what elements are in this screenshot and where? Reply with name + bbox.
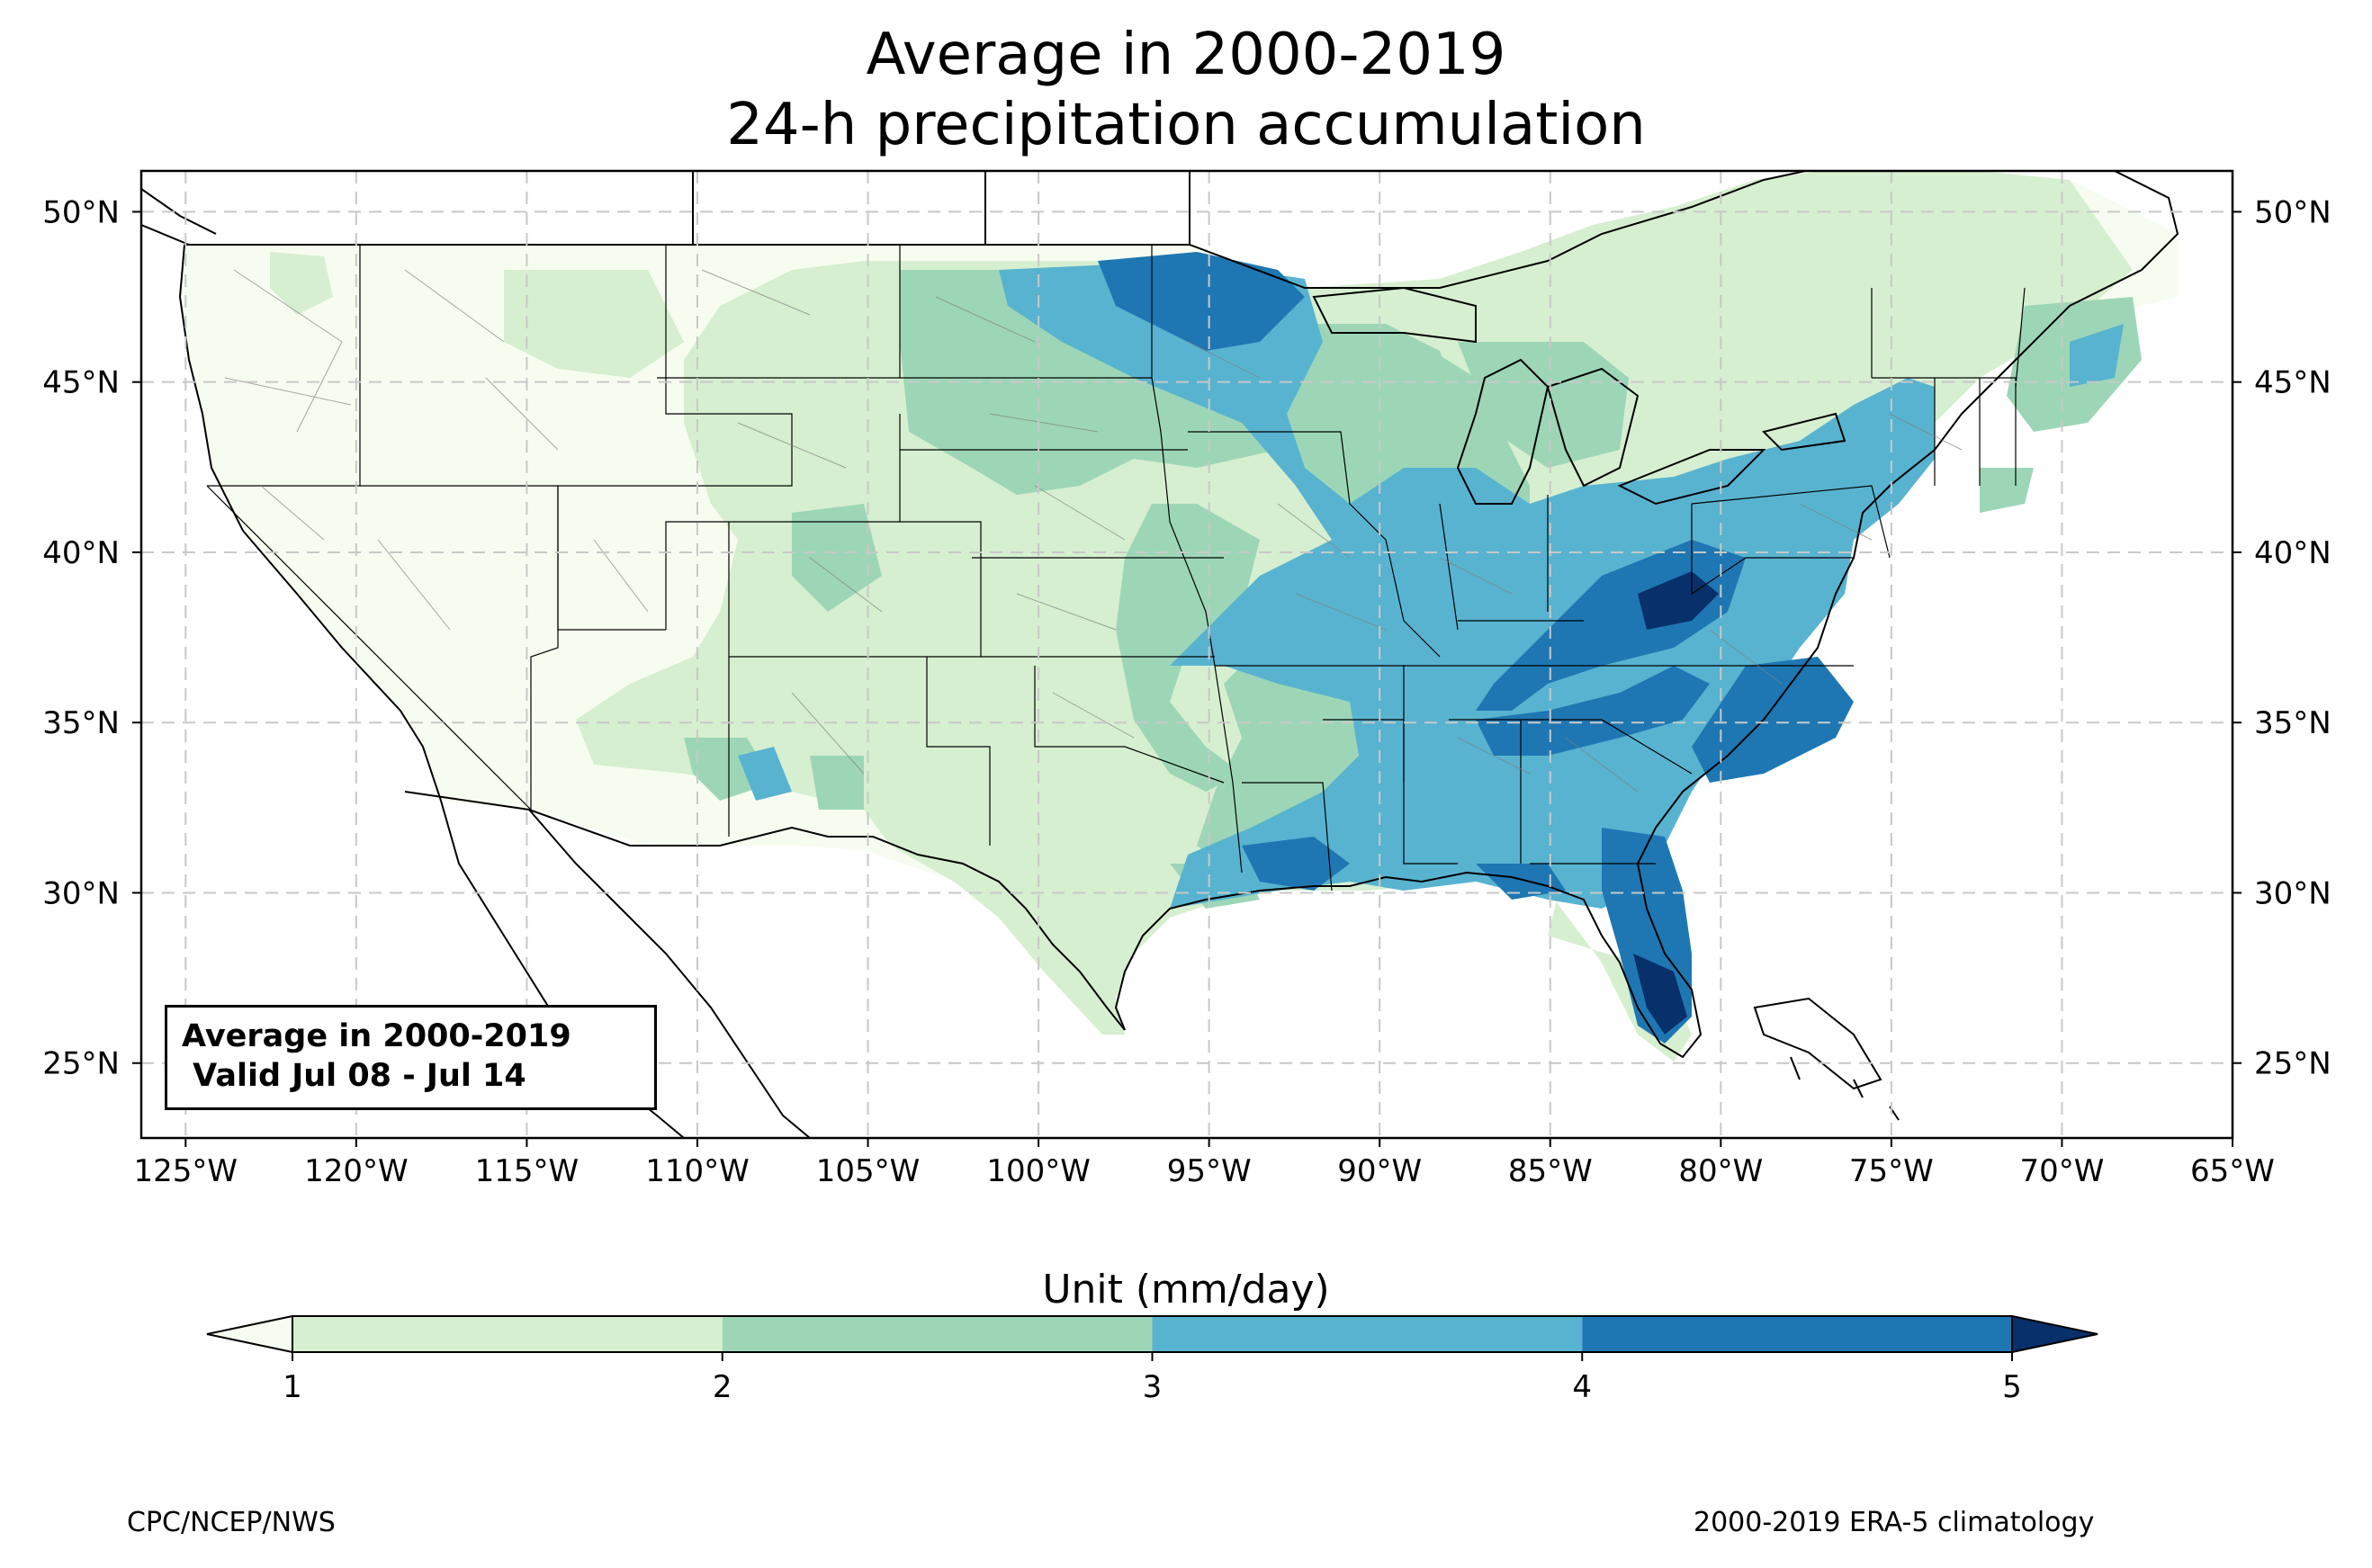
- lat-tick-label-left: 25°N: [42, 1046, 120, 1082]
- lon-tick-label: 85°W: [1508, 1153, 1593, 1189]
- state-line: [206, 485, 532, 811]
- great-lake-erie: [1617, 449, 1766, 506]
- lat-tick-label-right: 30°N: [2254, 875, 2332, 911]
- state-line: [1934, 378, 1981, 486]
- bahamas-coast: [1790, 1056, 1900, 1121]
- precip-2-3-region: [1980, 468, 2034, 513]
- state-line: [900, 521, 982, 657]
- precip-3-4-region: [738, 747, 792, 801]
- lat-tick-label-right: 25°N: [2254, 1046, 2332, 1082]
- state-line: [1242, 782, 1333, 892]
- chart-title-line2: 24-h precipitation accumulation: [726, 92, 1646, 158]
- precip-1-2-region: [504, 270, 684, 378]
- precip-4-5-region: [1476, 864, 1566, 900]
- gridlines: [141, 171, 2233, 1138]
- colorbar-bin: [1582, 1316, 2012, 1352]
- axis-ticks: 125°W 120°W 115°W 110°W 105°W 100°W 95°W 90°W 85…: [42, 194, 2331, 1189]
- precip-1-2-region: [270, 252, 333, 315]
- mexico-mainland-coast: [528, 809, 811, 1138]
- cuba-coast: [1753, 997, 1882, 1090]
- state-line: [1691, 485, 1891, 559]
- lon-tick-label: 105°W: [816, 1153, 921, 1189]
- state-line: [1034, 666, 1225, 784]
- lat-tick-label-left: 35°N: [42, 705, 120, 741]
- colorbar-bin: [722, 1316, 1153, 1352]
- county-boundaries: [224, 269, 1963, 793]
- state-line: [558, 245, 793, 487]
- precip-4-5-region: [1098, 252, 1305, 351]
- precip-2-3-region: [792, 504, 882, 612]
- colorbar-under-arrow: [206, 1314, 293, 1354]
- lon-tick-label: 90°W: [1337, 1153, 1422, 1189]
- great-lake-superior: [1312, 286, 1477, 344]
- valid-box-line1: Average in 2000-2019: [182, 1018, 571, 1054]
- colorbar-tick-label: 1: [283, 1369, 302, 1405]
- lon-tick-label: 125°W: [134, 1153, 238, 1189]
- colorbar-bin: [1152, 1316, 1583, 1352]
- state-line: [926, 657, 991, 846]
- state-line: [1151, 377, 1243, 874]
- lat-tick-label-left: 45°N: [42, 365, 120, 401]
- lon-tick-label: 70°W: [2019, 1153, 2104, 1189]
- lon-tick-label: 120°W: [304, 1153, 409, 1189]
- precip-3-4-region: [1863, 396, 1935, 459]
- state-line: [665, 414, 901, 630]
- chart-title-line1: Average in 2000-2019: [866, 22, 1506, 88]
- lon-tick-label: 110°W: [645, 1153, 750, 1189]
- precip-over-5-region: [1633, 954, 1687, 1035]
- colorbar-tick-label: 4: [1572, 1369, 1592, 1405]
- state-line: [530, 486, 559, 810]
- state-line: [1872, 377, 2017, 486]
- mexico-border: [404, 791, 1126, 1031]
- footer-source: CPC/NCEP/NWS: [127, 1507, 336, 1538]
- valid-period-box: Average in 2000-2019 Valid Jul 08 - Jul …: [165, 1005, 657, 1110]
- state-line: [1449, 719, 1693, 775]
- precip-3-4-region: [2070, 324, 2124, 387]
- precip-4-5-region: [1242, 837, 1350, 891]
- lon-tick-label: 75°W: [1849, 1153, 1934, 1189]
- lat-tick-label-left: 40°N: [42, 535, 120, 571]
- colorbar: 1 2 3 4 5: [206, 1314, 2098, 1405]
- lat-tick-label-right: 45°N: [2254, 365, 2332, 401]
- precip-2-3-region: [810, 756, 864, 810]
- colorbar-bin: [292, 1316, 723, 1352]
- state-line: [1323, 719, 1458, 865]
- great-lake-michigan: [1456, 358, 1550, 505]
- precip-over-5-region: [1638, 571, 1719, 630]
- lon-tick-label: 65°W: [2190, 1153, 2275, 1189]
- great-lake-huron: [1546, 367, 1640, 488]
- colorbar-title: Unit (mm/day): [1042, 1267, 1330, 1313]
- precip-field: [180, 171, 2178, 1062]
- great-lake-ontario: [1762, 412, 1846, 452]
- colorbar-tick-label: 3: [1143, 1369, 1163, 1405]
- colorbar-tick-label: 5: [2002, 1369, 2022, 1405]
- lon-tick-label: 95°W: [1167, 1153, 1252, 1189]
- lat-tick-label-right: 50°N: [2254, 194, 2332, 230]
- state-boundaries: [206, 245, 2026, 892]
- lon-tick-label: 80°W: [1678, 1153, 1763, 1189]
- colorbar-tick-label: 2: [713, 1369, 732, 1405]
- lon-tick-label: 115°W: [475, 1153, 580, 1189]
- state-line: [1691, 504, 1854, 596]
- state-line: [1439, 495, 1584, 631]
- lat-tick-label-right: 35°N: [2254, 705, 2332, 741]
- lat-tick-label-left: 50°N: [42, 194, 120, 230]
- valid-box-line2: Valid Jul 08 - Jul 14: [182, 1058, 526, 1094]
- colorbar-over-arrow: [2011, 1314, 2098, 1354]
- precip-4-5-region: [1476, 666, 1710, 756]
- footer-note: 2000-2019 ERA-5 climatology: [1694, 1507, 2095, 1538]
- canada-coast: [141, 188, 217, 246]
- lat-tick-label-left: 30°N: [42, 875, 120, 911]
- lat-tick-label-right: 40°N: [2254, 535, 2332, 571]
- lon-tick-label: 100°W: [986, 1153, 1091, 1189]
- state-line: [1871, 287, 2026, 388]
- map-frame: [139, 169, 2234, 1140]
- map-body: [141, 171, 2233, 1138]
- state-line: [1188, 431, 1441, 658]
